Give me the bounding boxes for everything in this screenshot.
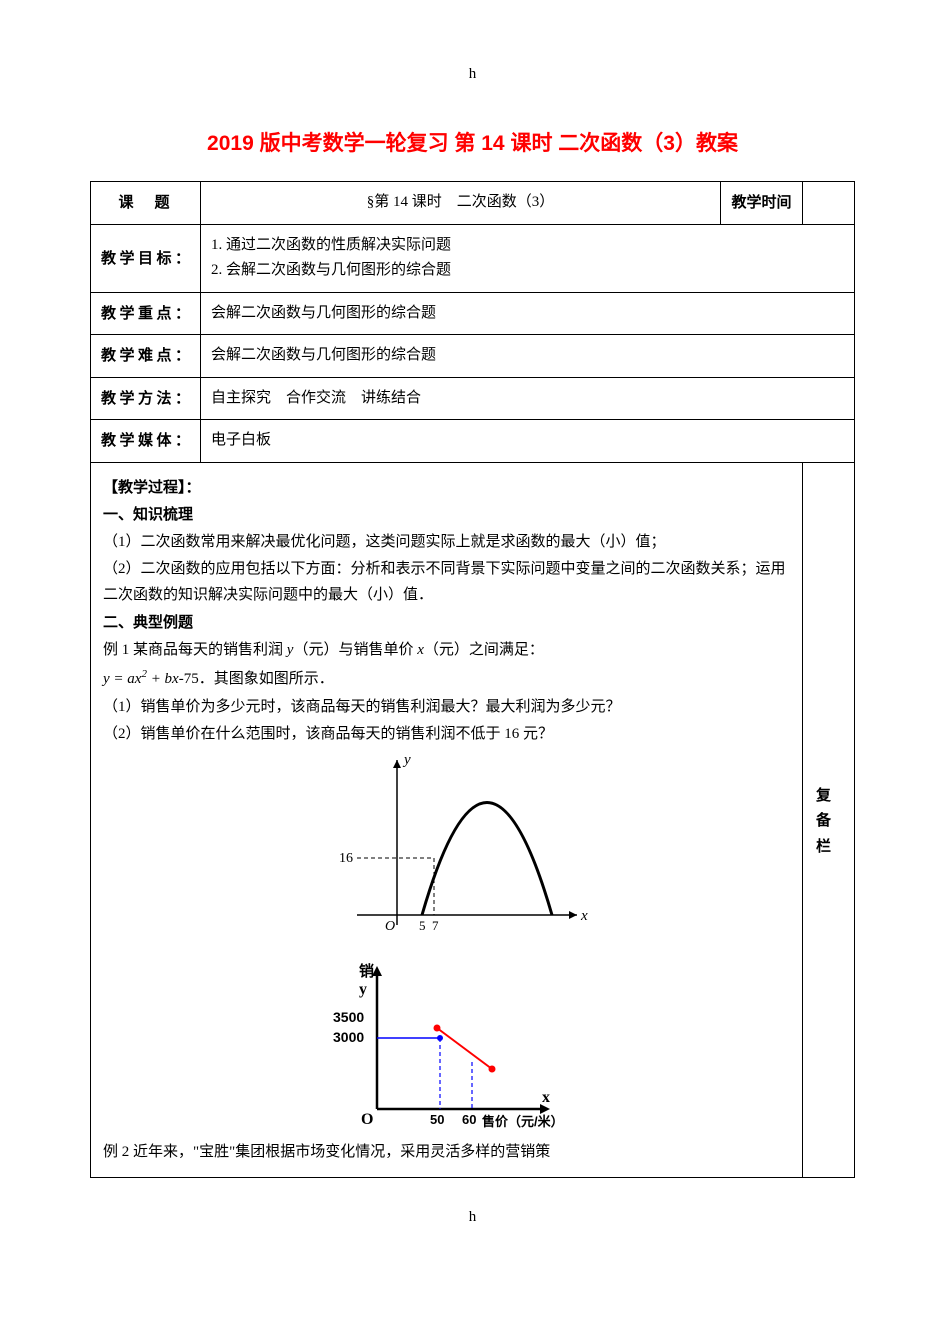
time-value: [803, 182, 855, 225]
formula-prefix: y = ax: [103, 671, 141, 687]
row-keypoint: 教学重点： 会解二次函数与几何图形的综合题: [91, 292, 855, 335]
y-label-top: 销: [359, 962, 374, 980]
row-media: 教学媒体： 电子白板: [91, 420, 855, 463]
section-2-title: 二、典型例题: [103, 610, 790, 636]
xtick-7: 7: [432, 918, 439, 933]
label-goals: 教学目标：: [91, 224, 201, 292]
difficulty-value: 会解二次函数与几何图形的综合题: [201, 335, 855, 378]
media-value: 电子白板: [201, 420, 855, 463]
document-title: 2019 版中考数学一轮复习 第 14 课时 二次函数（3）教案: [90, 124, 855, 164]
method-value: 自主探究 合作交流 讲练结合: [201, 377, 855, 420]
formula-suffix: -75．其图象如图所示．: [179, 671, 334, 687]
knowledge-p1: （1）二次函数常用来解决最优化问题，这类问题实际上就是求函数的最大（小）值；: [103, 530, 790, 556]
process-content: 【教学过程】： 一、知识梳理 （1）二次函数常用来解决最优化问题，这类问题实际上…: [91, 462, 803, 1178]
chart-line-sales: 3500 3000 销 y O 50 60: [297, 954, 597, 1134]
ytick-16: 16: [339, 851, 353, 866]
row-topic: 课 题 §第 14 课时 二次函数（3） 教学时间: [91, 182, 855, 225]
xtick-50: 50: [430, 1112, 444, 1127]
y-label: y: [359, 981, 367, 998]
page-marker-bottom: h: [90, 1203, 855, 1232]
label-method: 教学方法：: [91, 377, 201, 420]
keypoint-value: 会解二次函数与几何图形的综合题: [201, 292, 855, 335]
row-difficulty: 教学难点： 会解二次函数与几何图形的综合题: [91, 335, 855, 378]
origin-label: O: [385, 919, 395, 934]
xtick-5: 5: [419, 918, 426, 933]
label-keypoint: 教学重点：: [91, 292, 201, 335]
row-method: 教学方法： 自主探究 合作交流 讲练结合: [91, 377, 855, 420]
example-1-formula: y = ax2 + bx-75．其图象如图所示．: [103, 665, 790, 693]
label-time: 教学时间: [721, 182, 803, 225]
goal-2: 2. 会解二次函数与几何图形的综合题: [211, 258, 844, 284]
label-media: 教学媒体：: [91, 420, 201, 463]
x-axis-label: x: [580, 908, 588, 924]
formula-mid: + bx: [147, 671, 179, 687]
process-header: 【教学过程】：: [103, 475, 790, 501]
y-axis-label: y: [402, 752, 411, 768]
row-process: 【教学过程】： 一、知识梳理 （1）二次函数常用来解决最优化问题，这类问题实际上…: [91, 462, 855, 1178]
title-text: 2019 版中考数学一轮复习 第 14 课时 二次函数（3）教案: [207, 132, 738, 155]
notes-column: 复 备 栏: [803, 462, 855, 1178]
x-label: x: [542, 1089, 550, 1106]
ex1-text-c: （元）之间满足：: [424, 642, 544, 658]
example-1-q1: （1）销售单价为多少元时，该商品每天的销售利润最大？最大利润为多少元？: [103, 695, 790, 721]
goal-1: 1. 通过二次函数的性质解决实际问题: [211, 233, 844, 259]
xtick-60: 60: [462, 1112, 476, 1127]
var-x: x: [417, 642, 424, 658]
page-marker-top: h: [90, 60, 855, 89]
knowledge-p2: （2）二次函数的应用包括以下方面：分析和表示不同背景下实际问题中变量之间的二次函…: [103, 557, 790, 608]
x-unit-label: 售价（元/米）: [482, 1114, 564, 1129]
topic-value: §第 14 课时 二次函数（3）: [201, 182, 721, 225]
section-1-title: 一、知识梳理: [103, 502, 790, 528]
ytick-3000: 3000: [333, 1029, 364, 1045]
charts-area: 16 y x O 5 7 3500 3000: [103, 750, 790, 1138]
origin-O: O: [361, 1111, 373, 1128]
example-1-q2: （2）销售单价在什么范围时，该商品每天的销售利润不低于 16 元？: [103, 722, 790, 748]
example-1-intro: 例 1 某商品每天的销售利润 y（元）与销售单价 x（元）之间满足：: [103, 638, 790, 664]
goals-value: 1. 通过二次函数的性质解决实际问题 2. 会解二次函数与几何图形的综合题: [201, 224, 855, 292]
chart-parabola: 16 y x O 5 7: [297, 750, 597, 950]
label-topic: 课 题: [91, 182, 201, 225]
lesson-plan-table: 课 题 §第 14 课时 二次函数（3） 教学时间 教学目标： 1. 通过二次函…: [90, 181, 855, 1178]
row-goals: 教学目标： 1. 通过二次函数的性质解决实际问题 2. 会解二次函数与几何图形的…: [91, 224, 855, 292]
ex1-text-a: 例 1 某商品每天的销售利润: [103, 642, 287, 658]
label-difficulty: 教学难点：: [91, 335, 201, 378]
example-2-intro: 例 2 近年来，"宝胜"集团根据市场变化情况，采用灵活多样的营销策: [103, 1140, 790, 1166]
ytick-3500: 3500: [333, 1009, 364, 1025]
ex1-text-b: （元）与销售单价: [293, 642, 417, 658]
